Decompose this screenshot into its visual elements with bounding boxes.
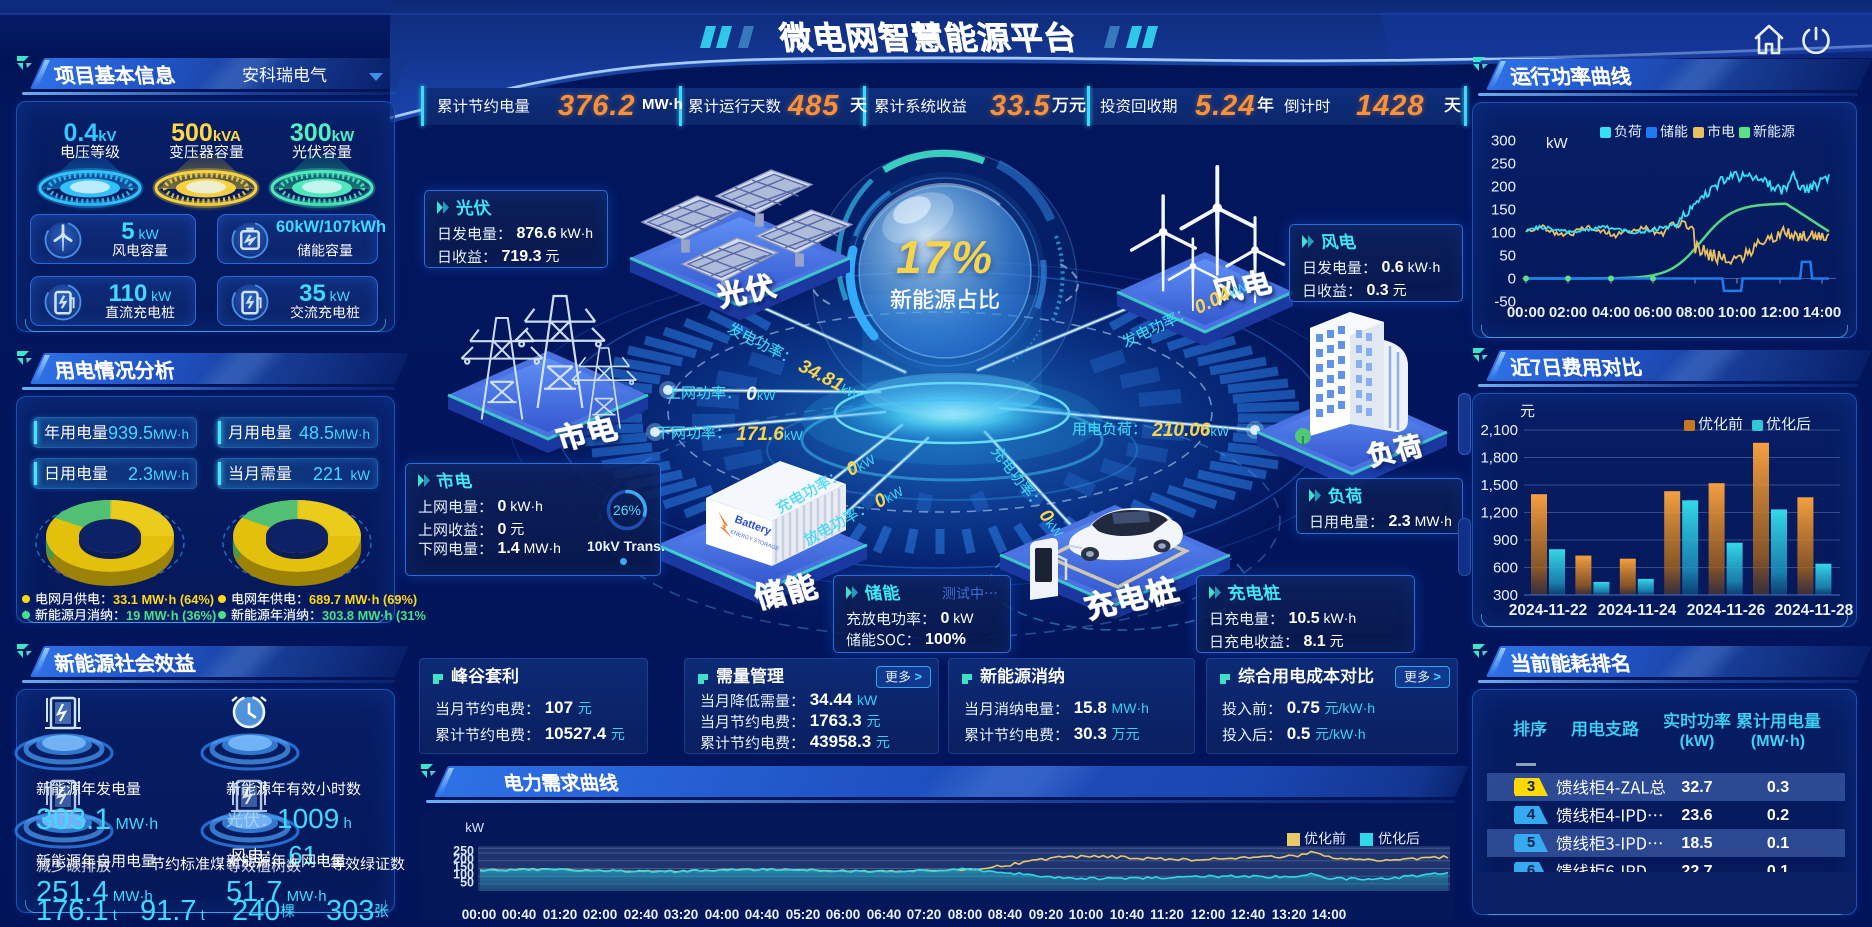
svg-text:06:00: 06:00 bbox=[1634, 304, 1672, 321]
svg-text:0: 0 bbox=[1508, 271, 1516, 288]
svg-text:11:20: 11:20 bbox=[1150, 907, 1184, 922]
svg-text:2024-11-22: 2024-11-22 bbox=[1509, 602, 1587, 619]
svg-text:300: 300 bbox=[1493, 587, 1518, 604]
svg-text:kW: kW bbox=[465, 820, 485, 835]
svg-text:00:00: 00:00 bbox=[1507, 304, 1545, 321]
svg-text:2,100: 2,100 bbox=[1480, 422, 1518, 439]
svg-text:08:00: 08:00 bbox=[948, 907, 983, 922]
svg-text:01:20: 01:20 bbox=[543, 907, 578, 922]
svg-text:06:00: 06:00 bbox=[826, 907, 861, 922]
svg-text:12:00: 12:00 bbox=[1761, 304, 1799, 321]
svg-text:14:00: 14:00 bbox=[1312, 907, 1347, 922]
svg-text:10:40: 10:40 bbox=[1110, 907, 1145, 922]
svg-text:150: 150 bbox=[453, 860, 474, 874]
svg-text:250: 250 bbox=[453, 844, 474, 858]
svg-text:04:00: 04:00 bbox=[705, 907, 740, 922]
svg-text:900: 900 bbox=[1493, 532, 1518, 549]
svg-text:12:00: 12:00 bbox=[1191, 907, 1226, 922]
svg-text:00:00: 00:00 bbox=[462, 907, 497, 922]
svg-text:03:20: 03:20 bbox=[664, 907, 699, 922]
svg-text:2024-11-26: 2024-11-26 bbox=[1687, 602, 1766, 619]
svg-text:07:20: 07:20 bbox=[907, 907, 942, 922]
svg-text:04:40: 04:40 bbox=[745, 907, 780, 922]
svg-text:1,800: 1,800 bbox=[1480, 450, 1518, 467]
svg-text:04:00: 04:00 bbox=[1592, 304, 1630, 321]
svg-text:200: 200 bbox=[453, 852, 474, 866]
svg-text:-50: -50 bbox=[1494, 294, 1516, 311]
svg-text:26%: 26% bbox=[613, 502, 641, 518]
svg-text:150: 150 bbox=[1491, 201, 1516, 218]
svg-text:600: 600 bbox=[1493, 560, 1518, 577]
svg-text:1,500: 1,500 bbox=[1480, 477, 1518, 494]
svg-text:300: 300 bbox=[1491, 132, 1516, 149]
svg-text:10:00: 10:00 bbox=[1069, 907, 1104, 922]
svg-text:02:40: 02:40 bbox=[624, 907, 659, 922]
svg-text:08:40: 08:40 bbox=[988, 907, 1023, 922]
svg-text:10:00: 10:00 bbox=[1718, 304, 1756, 321]
svg-text:100: 100 bbox=[453, 868, 474, 882]
svg-text:50: 50 bbox=[1499, 248, 1516, 265]
svg-text:08:00: 08:00 bbox=[1676, 304, 1714, 321]
svg-text:12:40: 12:40 bbox=[1231, 907, 1266, 922]
svg-text:05:20: 05:20 bbox=[786, 907, 821, 922]
svg-text:2024-11-24: 2024-11-24 bbox=[1598, 602, 1677, 619]
svg-text:2024-11-28: 2024-11-28 bbox=[1775, 602, 1854, 619]
svg-text:50: 50 bbox=[460, 876, 474, 890]
svg-text:100: 100 bbox=[1491, 224, 1516, 241]
svg-text:14:00: 14:00 bbox=[1803, 304, 1841, 321]
svg-text:02:00: 02:00 bbox=[583, 907, 618, 922]
svg-text:06:40: 06:40 bbox=[867, 907, 902, 922]
svg-text:200: 200 bbox=[1491, 178, 1516, 195]
svg-text:1,200: 1,200 bbox=[1480, 505, 1518, 522]
svg-text:02:00: 02:00 bbox=[1549, 304, 1587, 321]
svg-text:250: 250 bbox=[1491, 155, 1516, 172]
svg-text:13:20: 13:20 bbox=[1272, 907, 1307, 922]
svg-text:09:20: 09:20 bbox=[1029, 907, 1064, 922]
svg-text:00:40: 00:40 bbox=[502, 907, 537, 922]
